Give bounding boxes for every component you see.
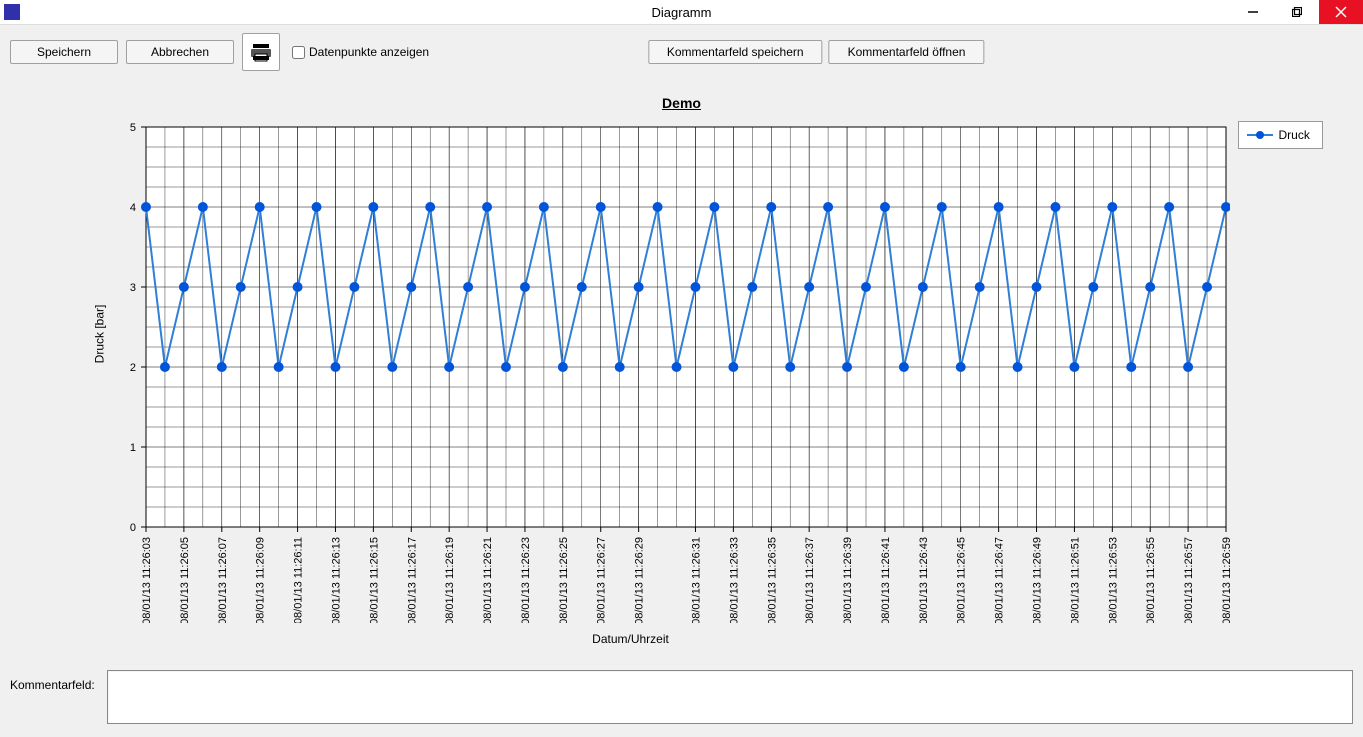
comment-buttons-group: Kommentarfeld speichern Kommentarfeld öf… xyxy=(648,40,985,64)
y-axis-label-wrap: Druck [bar] xyxy=(92,121,108,546)
svg-text:08/01/13 11:26:17: 08/01/13 11:26:17 xyxy=(406,537,418,623)
svg-text:3: 3 xyxy=(129,282,135,294)
svg-text:08/01/13 11:26:55: 08/01/13 11:26:55 xyxy=(1145,537,1157,623)
pressure-chart: 0 1 2 3 4 5 08/01/13 11:26:03 08/01/13 11:26:05… xyxy=(32,121,1230,623)
comment-label: Kommentarfeld: xyxy=(10,670,95,692)
show-datapoints-checkbox-wrap[interactable]: Datenpunkte anzeigen xyxy=(292,45,429,59)
open-comment-button[interactable]: Kommentarfeld öffnen xyxy=(829,40,985,64)
svg-text:0: 0 xyxy=(129,522,135,534)
svg-text:08/01/13 11:26:53: 08/01/13 11:26:53 xyxy=(1107,537,1119,623)
comment-row: Kommentarfeld: xyxy=(0,646,1363,734)
chart-title: Demo xyxy=(32,95,1332,111)
print-button[interactable] xyxy=(242,33,280,71)
print-icon xyxy=(250,41,272,63)
svg-text:08/01/13 11:26:37: 08/01/13 11:26:37 xyxy=(804,537,816,623)
svg-text:2: 2 xyxy=(129,362,135,374)
save-button[interactable]: Speichern xyxy=(10,40,118,64)
show-datapoints-checkbox[interactable] xyxy=(292,46,305,59)
svg-text:08/01/13 11:26:49: 08/01/13 11:26:49 xyxy=(1031,537,1043,623)
svg-text:08/01/13 11:26:21: 08/01/13 11:26:21 xyxy=(482,537,494,623)
svg-text:08/01/13 11:26:51: 08/01/13 11:26:51 xyxy=(1069,537,1081,623)
svg-text:08/01/13 11:26:25: 08/01/13 11:26:25 xyxy=(557,537,569,623)
window-titlebar: Diagramm xyxy=(0,0,1363,25)
legend-series-label: Druck xyxy=(1279,128,1310,142)
y-axis-label: Druck [bar] xyxy=(93,304,107,363)
window-title: Diagramm xyxy=(0,5,1363,20)
svg-text:08/01/13 11:26:05: 08/01/13 11:26:05 xyxy=(178,537,190,623)
svg-text:08/01/13 11:26:15: 08/01/13 11:26:15 xyxy=(368,537,380,623)
chart-legend: Druck xyxy=(1238,121,1323,149)
show-datapoints-label: Datenpunkte anzeigen xyxy=(309,45,429,59)
toolbar: Speichern Abbrechen Datenpunkte anzeigen… xyxy=(0,25,1363,79)
svg-text:08/01/13 11:26:13: 08/01/13 11:26:13 xyxy=(330,537,342,623)
chart-container: Demo Druck [bar] 0 1 2 3 4 5 08/01/13 11:26:03… xyxy=(32,95,1332,646)
svg-text:08/01/13 11:26:45: 08/01/13 11:26:45 xyxy=(955,537,967,623)
legend-marker-icon xyxy=(1247,129,1273,141)
svg-text:08/01/13 11:26:03: 08/01/13 11:26:03 xyxy=(141,537,153,623)
cancel-button[interactable]: Abbrechen xyxy=(126,40,234,64)
svg-text:08/01/13 11:26:59: 08/01/13 11:26:59 xyxy=(1221,537,1230,623)
svg-text:08/01/13 11:26:23: 08/01/13 11:26:23 xyxy=(519,537,531,623)
svg-text:5: 5 xyxy=(129,122,135,134)
svg-text:08/01/13 11:26:47: 08/01/13 11:26:47 xyxy=(993,537,1005,623)
svg-text:08/01/13 11:26:39: 08/01/13 11:26:39 xyxy=(842,537,854,623)
x-axis-label: Datum/Uhrzeit xyxy=(32,632,1230,646)
svg-text:08/01/13 11:26:29: 08/01/13 11:26:29 xyxy=(633,537,645,623)
svg-text:08/01/13 11:26:07: 08/01/13 11:26:07 xyxy=(216,537,228,623)
svg-text:08/01/13 11:26:43: 08/01/13 11:26:43 xyxy=(917,537,929,623)
svg-text:08/01/13 11:26:33: 08/01/13 11:26:33 xyxy=(728,537,740,623)
save-comment-button[interactable]: Kommentarfeld speichern xyxy=(648,40,823,64)
svg-text:08/01/13 11:26:09: 08/01/13 11:26:09 xyxy=(254,537,266,623)
svg-text:08/01/13 11:26:11: 08/01/13 11:26:11 xyxy=(292,537,304,623)
svg-text:08/01/13 11:26:41: 08/01/13 11:26:41 xyxy=(879,537,891,623)
svg-text:08/01/13 11:26:19: 08/01/13 11:26:19 xyxy=(444,537,456,623)
chart-body: Druck [bar] 0 1 2 3 4 5 08/01/13 11:26:03 08/01… xyxy=(32,121,1230,646)
svg-text:1: 1 xyxy=(129,442,135,454)
svg-text:08/01/13 11:26:31: 08/01/13 11:26:31 xyxy=(690,537,702,623)
comment-input[interactable] xyxy=(107,670,1353,724)
svg-text:08/01/13 11:26:57: 08/01/13 11:26:57 xyxy=(1183,537,1195,623)
svg-text:08/01/13 11:26:27: 08/01/13 11:26:27 xyxy=(595,537,607,623)
svg-text:4: 4 xyxy=(129,202,135,214)
svg-text:08/01/13 11:26:35: 08/01/13 11:26:35 xyxy=(766,537,778,623)
